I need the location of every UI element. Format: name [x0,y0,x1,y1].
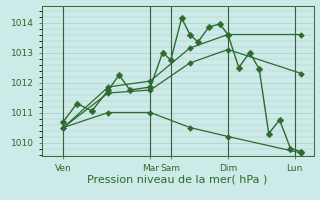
X-axis label: Pression niveau de la mer( hPa ): Pression niveau de la mer( hPa ) [87,174,268,184]
